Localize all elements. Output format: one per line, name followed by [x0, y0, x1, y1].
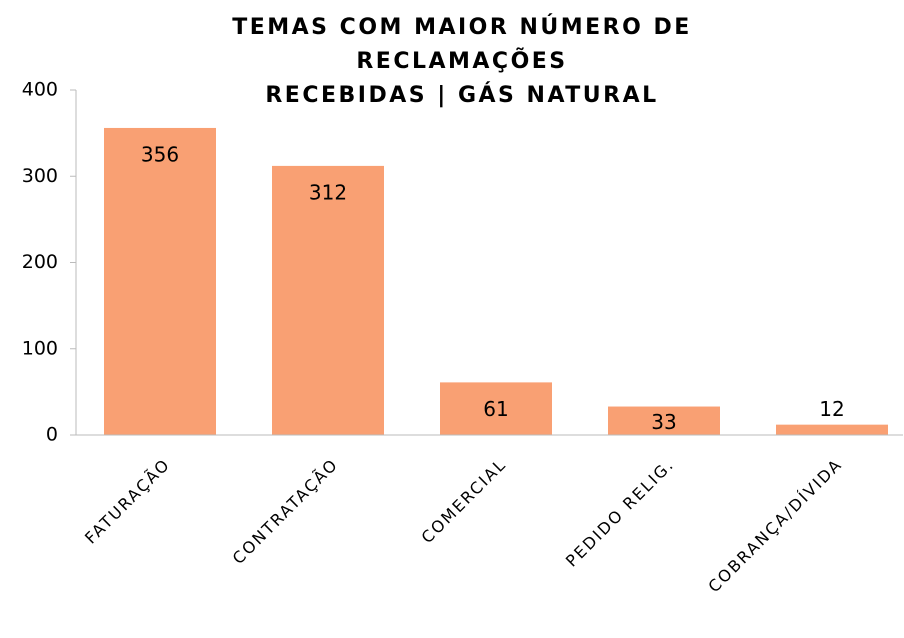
bar	[440, 382, 552, 435]
x-tick-label: COBRANÇA/DÍVIDA	[704, 455, 846, 597]
chart-title: TEMAS COM MAIOR NÚMERO DE	[232, 14, 692, 40]
bar	[608, 406, 720, 435]
bar	[776, 424, 888, 435]
bar	[104, 127, 216, 435]
chart-title: RECLAMAÇÕES	[356, 48, 567, 74]
x-tick-label: CONTRATAÇÃO	[229, 455, 342, 568]
bar	[272, 165, 384, 435]
y-tick-label: 100	[22, 337, 58, 359]
data-label: 312	[309, 180, 347, 204]
data-label: 33	[651, 410, 676, 434]
x-tick-label: PEDIDO RELIG.	[562, 455, 678, 571]
x-tick-label: FATURAÇÃO	[81, 455, 174, 548]
y-tick-label: 0	[46, 424, 58, 446]
data-label: 12	[819, 397, 844, 421]
data-label: 356	[141, 142, 179, 166]
y-tick-label: 400	[22, 79, 58, 101]
y-tick-label: 200	[22, 251, 58, 273]
data-label: 61	[483, 397, 508, 421]
y-tick-label: 300	[22, 165, 58, 187]
x-tick-label: COMERCIAL	[418, 455, 510, 547]
chart-title: RECEBIDAS | GÁS NATURAL	[265, 82, 658, 108]
